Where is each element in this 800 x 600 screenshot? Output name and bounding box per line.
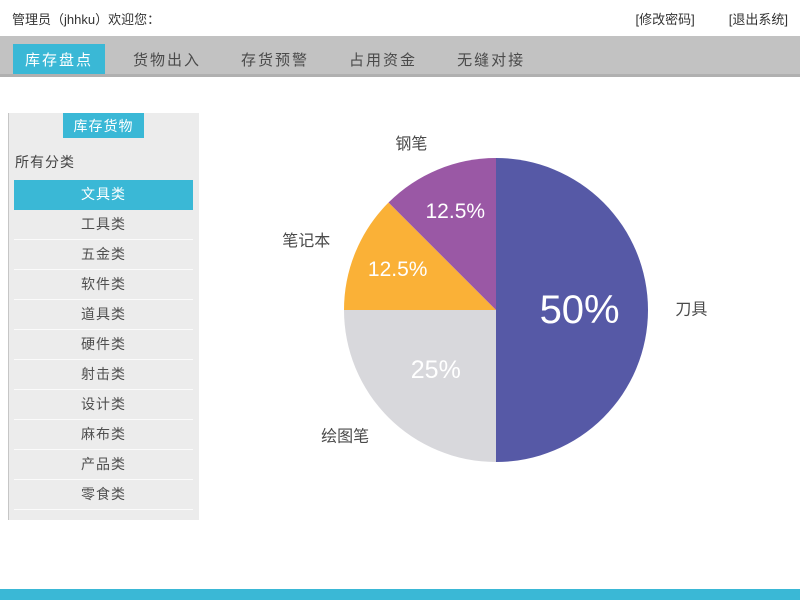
pie-outer-label-钢笔: 钢笔: [395, 135, 427, 153]
tab-2[interactable]: 存货预警: [241, 51, 310, 69]
sidebar-header-badge: 库存货物: [63, 113, 144, 138]
pie-percent-label-0: 50%: [540, 288, 620, 332]
pie-slice-笔记本: [344, 202, 496, 310]
sidebar: 库存货物 所有分类 文具类 工具类 五金类 软件类 道具类 硬件类 射击类 设计类 麻布类 产品类…: [8, 113, 199, 520]
tab-3[interactable]: 占用资金: [349, 51, 418, 69]
pie-slice-钢笔: [388, 158, 496, 310]
logout-link[interactable]: [退出系统]: [728, 11, 788, 27]
category-item-3[interactable]: 软件类: [14, 270, 193, 300]
category-item-7[interactable]: 设计类: [14, 390, 193, 420]
pie-percent-label-1: 25%: [411, 356, 461, 384]
change-password-link[interactable]: [修改密码]: [635, 11, 695, 27]
pie-outer-label-绘图笔: 绘图笔: [321, 427, 369, 445]
category-item-5[interactable]: 硬件类: [14, 330, 193, 360]
category-item-2[interactable]: 五金类: [14, 240, 193, 270]
topbar: 管理员（jhhku）欢迎您： [修改密码] [退出系统]: [0, 0, 800, 36]
pie-slice-绘图笔: [344, 310, 496, 462]
category-item-0-active[interactable]: 文具类: [14, 180, 193, 210]
category-item-8[interactable]: 麻布类: [14, 420, 193, 450]
tab-1[interactable]: 货物出入: [133, 51, 202, 69]
footer-bar: [0, 589, 800, 600]
tab-0-active[interactable]: 库存盘点: [13, 44, 106, 74]
tab-4[interactable]: 无缝对接: [457, 51, 526, 69]
category-item-10[interactable]: 零食类: [14, 480, 193, 510]
pie-slice-刀具: [496, 158, 648, 462]
topbar-links: [修改密码] [退出系统]: [636, 9, 788, 28]
welcome-text: 管理员（jhhku）欢迎您：: [12, 11, 161, 27]
pie-percent-label-2: 12.5%: [368, 258, 428, 281]
all-categories-label: 所有分类: [15, 154, 75, 170]
pie-percent-label-3: 12.5%: [426, 200, 486, 223]
category-item-4[interactable]: 道具类: [14, 300, 193, 330]
navbar-tabs: 库存盘点 货物出入 存货预警 占用资金 无缝对接: [0, 36, 800, 77]
category-list: 文具类 工具类 五金类 软件类 道具类 硬件类 射击类 设计类 麻布类 产品类 零食类: [14, 180, 193, 510]
category-item-1[interactable]: 工具类: [14, 210, 193, 240]
pie-outer-label-笔记本: 笔记本: [282, 232, 330, 250]
category-item-9[interactable]: 产品类: [14, 450, 193, 480]
category-item-6[interactable]: 射击类: [14, 360, 193, 390]
pie-outer-label-刀具: 刀具: [675, 302, 707, 319]
